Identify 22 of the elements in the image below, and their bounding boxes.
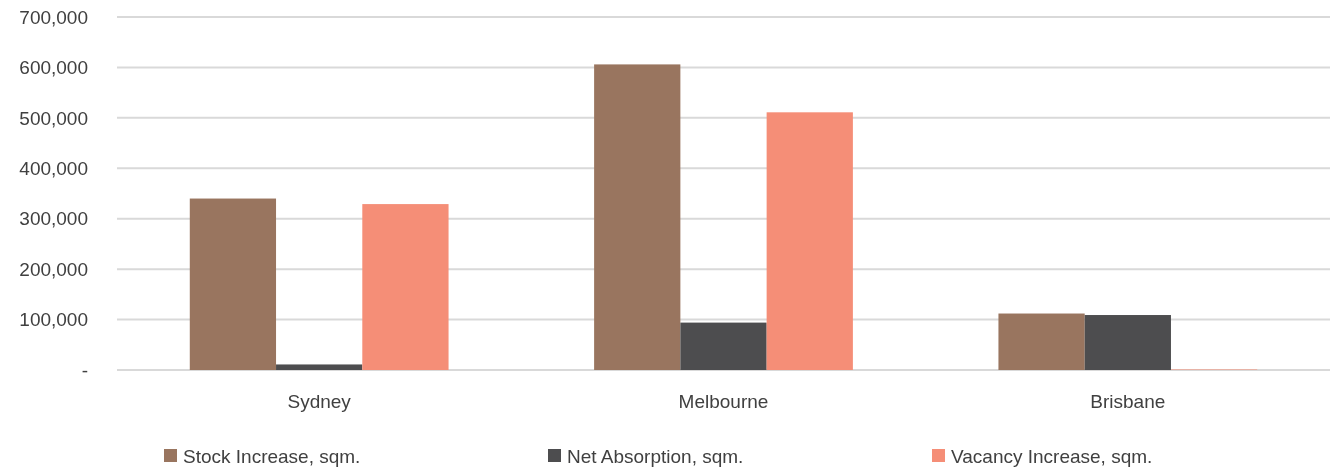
x-tick-label: Melbourne [678,391,769,412]
x-tick-label: Brisbane [1090,391,1166,412]
legend-label: Stock Increase, sqm. [183,445,361,467]
y-tick-label: 700,000 [19,6,88,28]
legend-label: Vacancy Increase, sqm. [951,445,1153,467]
x-tick-label: Sydney [287,391,352,412]
y-tick-label: 500,000 [19,107,88,129]
bar [766,112,853,370]
bar [1084,315,1171,370]
bar [998,313,1085,370]
legend-label: Net Absorption, sqm. [567,445,744,467]
y-tick-label: 300,000 [19,208,88,230]
bar [189,198,277,370]
bar [594,64,681,370]
y-tick-label: 400,000 [19,157,88,179]
y-tick-label: 200,000 [19,258,88,280]
y-tick-label: 600,000 [19,57,88,79]
bar [276,364,363,370]
bar [680,322,767,370]
y-tick-label: - [81,359,88,381]
bar [362,204,449,370]
y-tick-label: 100,000 [19,309,88,331]
